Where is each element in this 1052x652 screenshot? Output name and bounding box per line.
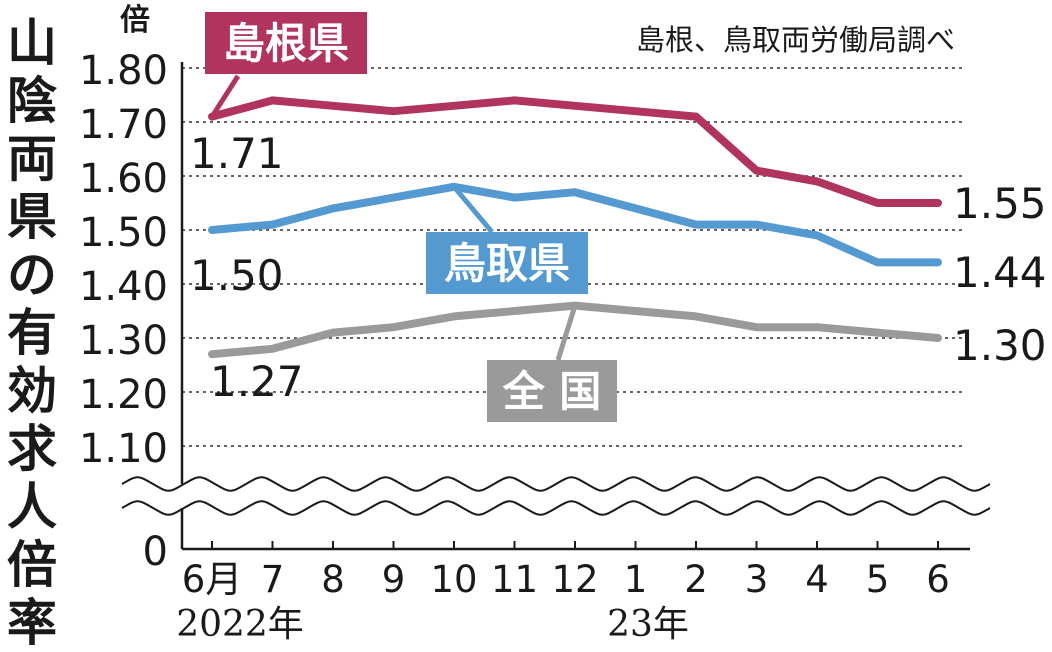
y-tick-label: 1.10 xyxy=(79,426,168,472)
y-unit-label: 倍 xyxy=(120,3,150,38)
series-line xyxy=(208,96,942,207)
axis-break-wave xyxy=(121,476,991,492)
x-tick-label: 2 xyxy=(684,558,708,601)
end-value-label: 1.44 xyxy=(953,248,1047,297)
x-tick-label: 4 xyxy=(805,558,829,601)
end-value-label: 1.55 xyxy=(953,179,1047,228)
x-tick-label: 7 xyxy=(261,558,285,601)
source-note: 島根、鳥取両労働局調べ xyxy=(636,23,955,57)
x-tick-label: 12 xyxy=(551,558,598,601)
legend-box xyxy=(487,360,617,422)
x-tick-label: 11 xyxy=(491,558,538,601)
y-tick-label: 1.20 xyxy=(79,372,168,418)
x-tick-label: 9 xyxy=(382,558,406,601)
start-value-label: 1.71 xyxy=(190,129,284,178)
x-tick-label: 6月 xyxy=(182,558,243,601)
x-tick-label: 3 xyxy=(745,558,769,601)
end-value-label: 1.30 xyxy=(953,321,1047,370)
year-label: 2022年 xyxy=(176,604,304,643)
legend-leader xyxy=(555,304,578,361)
x-tick-label: 10 xyxy=(430,558,477,601)
y-zero-label: 0 xyxy=(143,529,168,575)
legend-leader xyxy=(452,185,494,234)
x-tick-label: 1 xyxy=(624,558,648,601)
x-tick-label: 6 xyxy=(926,558,950,601)
chart-title: 山陰両県の有効求人倍率 xyxy=(7,14,57,652)
y-tick-label: 1.80 xyxy=(79,48,168,94)
y-tick-label: 1.40 xyxy=(79,264,168,310)
y-tick-label: 1.60 xyxy=(79,156,168,202)
legend-label: 全 国 xyxy=(502,367,602,416)
axis-break-wave xyxy=(121,500,991,516)
y-tick-label: 1.30 xyxy=(79,318,168,364)
series-line xyxy=(208,182,942,267)
start-value-label: 1.50 xyxy=(190,251,284,300)
y-tick-label: 1.70 xyxy=(79,102,168,148)
legend-label: 島根県 xyxy=(223,19,349,68)
legend-label: 鳥取県 xyxy=(444,239,570,288)
start-value-label: 1.27 xyxy=(210,357,304,406)
x-tick-label: 8 xyxy=(321,558,345,601)
year-label: 23年 xyxy=(607,604,689,643)
x-tick-label: 5 xyxy=(866,558,890,601)
legend-box xyxy=(205,12,367,74)
y-tick-label: 1.50 xyxy=(79,210,168,256)
legend-leader xyxy=(209,74,241,118)
legend-box xyxy=(426,232,588,294)
